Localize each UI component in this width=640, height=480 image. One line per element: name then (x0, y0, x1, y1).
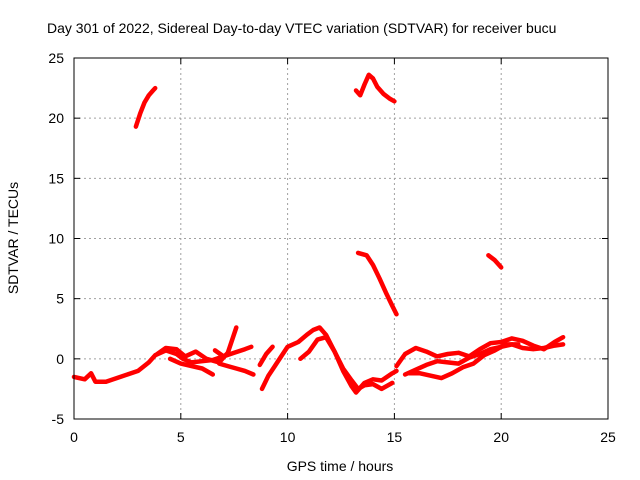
y-tick-label: 15 (48, 170, 64, 186)
series-arc-13 (353, 72, 397, 104)
chart-title: Day 301 of 2022, Sidereal Day-to-day VTE… (47, 20, 556, 36)
x-tick-label: 5 (177, 429, 185, 445)
series-arc-1 (71, 348, 231, 384)
series-arc-10 (402, 342, 566, 377)
x-tick-label: 15 (387, 429, 403, 445)
y-axis-title: SDTVAR / TECUs (5, 182, 21, 294)
grid-lines (74, 58, 608, 419)
x-tick-label: 0 (70, 429, 78, 445)
x-axis-title: GPS time / hours (287, 458, 394, 474)
series-arc-11 (407, 342, 521, 381)
y-tick-label: 20 (48, 110, 64, 126)
x-tick-label: 25 (600, 429, 616, 445)
series-arc-7 (257, 344, 275, 368)
y-tick-label: 0 (56, 351, 64, 367)
y-tick-label: -5 (52, 411, 65, 427)
series-arc-14 (355, 250, 399, 317)
y-tick-label: 25 (48, 50, 64, 66)
y-tick-label: 5 (56, 291, 64, 307)
series-arc-6 (259, 325, 399, 395)
tick-labels: 0 5 10 15 20 25 -5 0 5 10 15 20 25 (48, 50, 616, 445)
series-arc-3 (167, 356, 216, 377)
y-tick-label: 10 (48, 231, 64, 247)
series-arc-5 (216, 361, 256, 377)
x-tick-label: 20 (493, 429, 509, 445)
data-series-layer (71, 72, 566, 395)
x-tick-label: 10 (280, 429, 296, 445)
series-arc-4 (212, 344, 254, 359)
series-arc-15 (486, 253, 504, 270)
series-arc-8 (298, 334, 395, 392)
series-arc-12 (133, 85, 158, 129)
axis-ticks (73, 57, 609, 420)
